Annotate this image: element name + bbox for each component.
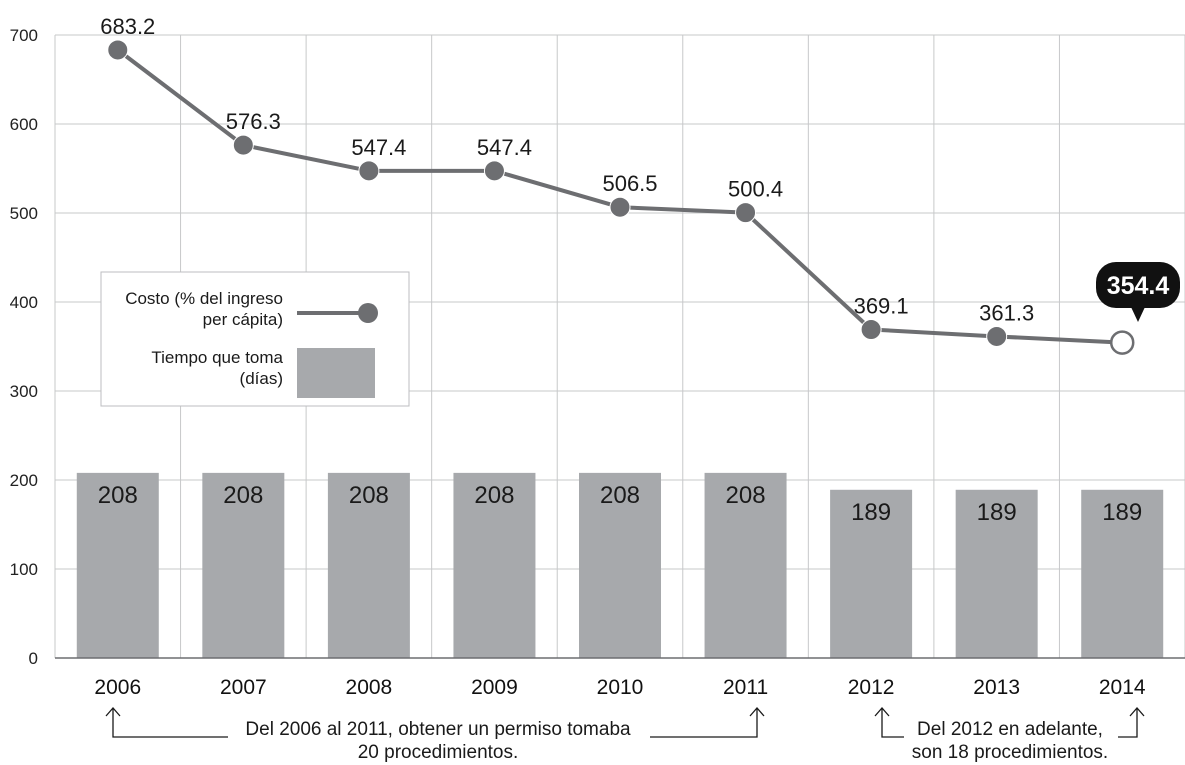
y-tick-label: 200 [10, 471, 38, 490]
bar-value-label: 208 [349, 482, 389, 509]
legend-line-label-1: Costo (% del ingreso [125, 289, 283, 308]
y-axis: 0 100 200 300 400 500 600 700 [10, 26, 38, 668]
arrow-right-head [1129, 707, 1145, 717]
annotation-2-line-1: Del 2012 en adelante, [917, 719, 1103, 740]
callout-box [1096, 262, 1180, 308]
bar [579, 472, 661, 658]
line-point [609, 196, 631, 218]
line-point [483, 160, 505, 182]
x-tick-label: 2011 [723, 676, 768, 699]
annotation-1-line-1: Del 2006 al 2011, obtener un permiso tom… [245, 719, 631, 740]
line-point [735, 202, 757, 224]
y-tick-label: 100 [10, 560, 38, 579]
legend-line-label-2: per cápita) [203, 310, 283, 329]
callout-pointer [1131, 307, 1145, 322]
line-point [860, 319, 882, 341]
bar [453, 472, 536, 658]
x-tick-label: 2006 [94, 676, 141, 699]
line-point-label: 576.3 [226, 109, 281, 134]
bar [202, 472, 285, 658]
bar-value-label: 208 [600, 482, 640, 509]
legend-bar-label-2: (días) [240, 369, 283, 388]
line-point-label: 547.4 [351, 135, 406, 160]
y-tick-label: 500 [10, 204, 38, 223]
line-point-label: 369.1 [854, 294, 909, 319]
x-tick-label: 2014 [1099, 676, 1146, 699]
bracket-right [650, 708, 758, 738]
y-tick-label: 600 [10, 115, 38, 134]
line-point [986, 325, 1008, 347]
callout-label: 354.4 [1107, 272, 1170, 300]
x-tick-label: 2009 [471, 676, 518, 699]
line-point-highlight [1109, 330, 1135, 355]
bar [76, 472, 159, 658]
line-point [107, 39, 129, 61]
line-point [232, 134, 254, 156]
annotation-2006-2011 [105, 707, 765, 738]
line-point-label: 361.3 [979, 300, 1034, 325]
bar-value-label: 208 [474, 482, 514, 509]
line-point-label: 547.4 [477, 135, 532, 160]
line-point-label: 506.5 [602, 171, 657, 196]
legend-marker-swatch [358, 303, 378, 323]
bar [955, 489, 1038, 658]
bar [830, 489, 913, 658]
bracket-right [1118, 708, 1138, 738]
bar-value-label: 208 [223, 482, 263, 509]
y-tick-label: 400 [10, 293, 38, 312]
legend-bar-swatch [297, 348, 375, 398]
bracket-left [881, 708, 904, 738]
line-series: 683.2 576.3 547.4 547.4 506.5 500.4 369.1 361.3 [100, 14, 1135, 355]
x-tick-label: 2012 [848, 676, 895, 699]
y-tick-label: 300 [10, 382, 38, 401]
bar [704, 472, 787, 658]
x-tick-label: 2007 [220, 676, 267, 699]
bracket-left [112, 708, 228, 738]
y-tick-label: 0 [29, 649, 38, 668]
annotation-2-line-2: son 18 procedimientos. [912, 742, 1108, 763]
annotation-2012-2014 [874, 707, 1145, 738]
bar-value-label: 189 [977, 499, 1017, 526]
arrow-right-head [749, 707, 765, 717]
y-tick-label: 700 [10, 26, 38, 45]
arrow-left-head [874, 707, 890, 717]
bar-series: 208 208 208 208 208 208 189 189 189 [76, 472, 1164, 658]
bar-value-label: 189 [851, 499, 891, 526]
line-point-label: 500.4 [728, 177, 783, 202]
legend-bar-label-1: Tiempo que toma [151, 348, 283, 367]
bar-value-label: 189 [1102, 499, 1142, 526]
bar [327, 472, 410, 658]
bar-value-label: 208 [726, 482, 766, 509]
highlight-callout: 354.4 [1096, 262, 1180, 322]
line-point-label: 683.2 [100, 14, 155, 39]
annotation-1-line-2: 20 procedimientos. [358, 742, 519, 763]
arrow-left-head [105, 707, 121, 717]
x-tick-label: 2008 [346, 676, 393, 699]
x-axis: 2006 2007 2008 2009 2010 2011 2012 2013 2014 [55, 657, 1185, 699]
line-point [358, 160, 380, 182]
legend: Costo (% del ingreso per cápita) Tiempo … [100, 271, 410, 407]
x-tick-label: 2013 [973, 676, 1020, 699]
bar-value-label: 208 [98, 482, 138, 509]
bar [1081, 489, 1164, 658]
x-tick-label: 2010 [597, 676, 644, 699]
